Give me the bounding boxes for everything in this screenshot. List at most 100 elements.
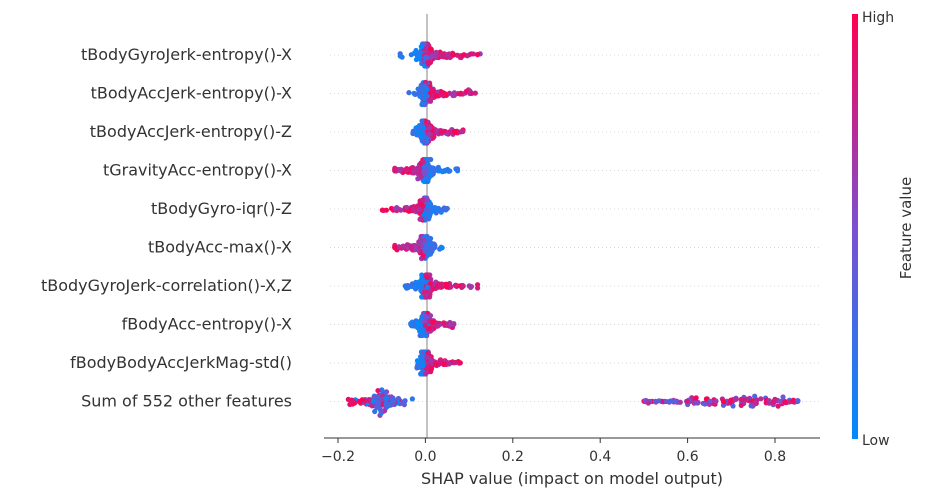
- shap-point: [419, 272, 425, 278]
- x-tick-label: 0.4: [589, 449, 611, 465]
- shap-point: [379, 408, 385, 414]
- shap-point: [417, 93, 423, 99]
- shap-point: [437, 246, 443, 252]
- shap-point: [426, 131, 432, 138]
- shap-point: [451, 90, 457, 96]
- shap-point: [703, 396, 710, 402]
- x-tick-label: 0.0: [414, 449, 436, 465]
- x-tick-label: −0.2: [321, 449, 355, 465]
- shap-point: [472, 90, 478, 96]
- shap-point: [424, 364, 431, 370]
- colorbar-high-label: High: [862, 10, 894, 26]
- feature-label: Sum of 552 other features: [81, 392, 292, 411]
- shap-point: [400, 244, 406, 250]
- shap-point: [418, 201, 425, 208]
- shap-point: [444, 205, 450, 212]
- shap-point: [375, 399, 381, 405]
- shap-point: [430, 319, 436, 325]
- shap-point: [439, 89, 445, 95]
- shap-point: [414, 358, 421, 364]
- shap-point: [424, 59, 431, 66]
- shap-point: [702, 401, 708, 407]
- shap-point: [419, 329, 425, 335]
- shap-point: [359, 397, 365, 403]
- shap-point: [399, 54, 405, 60]
- feature-labels: tBodyGyroJerk-entropy()-X tBodyAccJerk-en…: [41, 45, 292, 411]
- shap-point: [414, 365, 420, 371]
- x-tick-label: 0.8: [764, 449, 786, 465]
- shap-point: [424, 284, 430, 290]
- shap-point: [401, 402, 407, 408]
- shap-point: [424, 168, 430, 174]
- shap-point: [754, 397, 760, 403]
- shap-point: [460, 283, 466, 289]
- shap-point: [441, 320, 447, 326]
- shap-point: [405, 284, 411, 291]
- shap-point: [424, 275, 430, 281]
- feature-label: tBodyAccJerk-entropy()-X: [91, 84, 292, 103]
- shap-point: [741, 397, 747, 403]
- shap-point: [451, 129, 458, 135]
- shap-point: [419, 101, 425, 108]
- shap-point: [474, 282, 481, 288]
- shap-point: [411, 50, 417, 56]
- shap-point: [409, 323, 415, 329]
- shap-point: [775, 403, 781, 409]
- shap-point: [447, 321, 454, 328]
- shap-point: [694, 400, 701, 406]
- shap-point: [386, 402, 392, 409]
- shap-point: [414, 128, 420, 134]
- shap-point: [418, 133, 425, 139]
- shap-point: [730, 403, 736, 409]
- feature-label: tBodyGyroJerk-entropy()-X: [81, 45, 292, 64]
- shap-point: [460, 128, 466, 135]
- shap-point: [460, 52, 466, 58]
- shap-point: [410, 128, 416, 134]
- shap-point: [412, 91, 418, 97]
- shap-point: [417, 237, 424, 243]
- shap-point: [441, 361, 447, 367]
- shap-point: [450, 51, 456, 58]
- shap-point: [420, 278, 426, 284]
- shap-point: [423, 332, 429, 339]
- shap-point: [422, 322, 428, 329]
- shap-point: [427, 312, 434, 319]
- shap-point: [437, 282, 443, 288]
- x-tick-label: 0.2: [502, 449, 524, 465]
- colorbar: [852, 14, 858, 439]
- shap-point: [728, 397, 734, 403]
- shap-point: [424, 354, 430, 360]
- shap-point: [427, 46, 434, 52]
- shap-point: [419, 118, 425, 124]
- shap-point: [453, 282, 459, 288]
- shap-point: [474, 52, 481, 58]
- x-axis-ticks: −0.2 0.0 0.2 0.4 0.6 0.8: [321, 438, 786, 465]
- shap-point: [441, 168, 448, 174]
- shap-point: [408, 245, 415, 251]
- shap-point: [422, 371, 429, 377]
- shap-point: [652, 398, 659, 405]
- shap-point: [414, 325, 421, 331]
- shap-point: [454, 166, 461, 172]
- shap-point: [428, 245, 434, 251]
- shap-point: [418, 174, 424, 180]
- shap-point: [406, 90, 412, 96]
- colorbar-title: Feature value: [897, 177, 915, 279]
- shap-point: [468, 51, 474, 57]
- shap-point: [684, 398, 690, 404]
- shap-point: [439, 207, 445, 213]
- shap-point: [404, 204, 410, 211]
- colorbar-low-label: Low: [862, 433, 890, 449]
- shap-point: [421, 289, 427, 295]
- shap-point: [420, 178, 427, 184]
- shap-point: [778, 399, 784, 405]
- shap-point: [713, 398, 719, 404]
- shap-point: [720, 399, 727, 405]
- shap-point: [738, 402, 744, 408]
- feature-label: fBodyAcc-entropy()-X: [122, 315, 292, 334]
- x-axis-label: SHAP value (impact on model output): [421, 469, 723, 488]
- shap-point: [391, 397, 397, 403]
- shap-point: [398, 207, 404, 213]
- shap-point: [402, 398, 408, 404]
